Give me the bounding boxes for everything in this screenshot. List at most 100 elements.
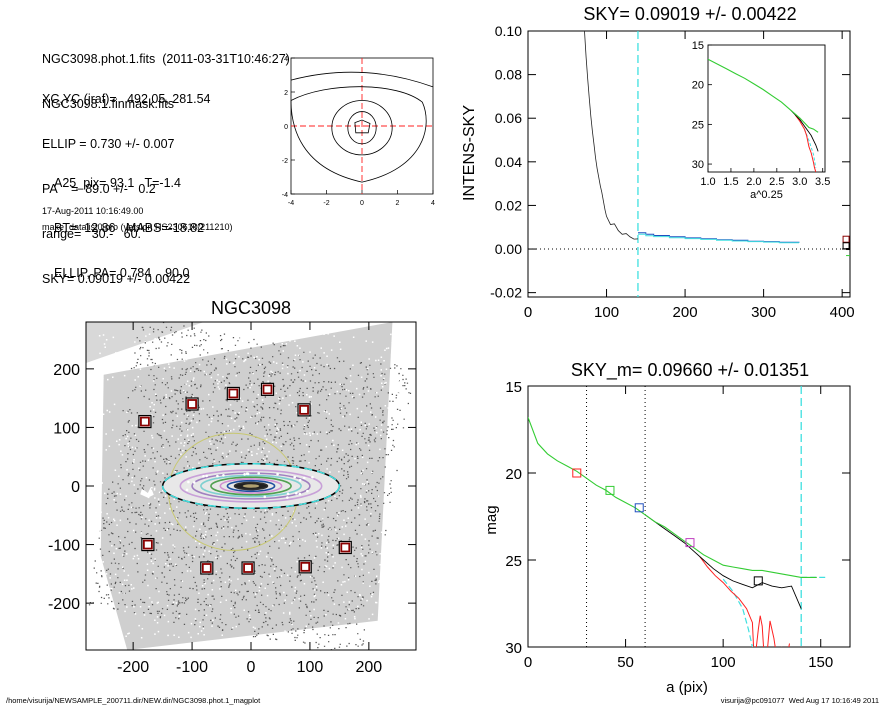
sky-plot-ylabel: INTENS-SKY bbox=[461, 105, 478, 201]
image-galaxy-core bbox=[242, 484, 260, 488]
contour-xtick-label: 0 bbox=[360, 200, 364, 207]
image-xtick-label: 100 bbox=[297, 659, 324, 676]
image-galaxy-ring bbox=[219, 478, 283, 494]
image-sky-box-outer bbox=[260, 382, 275, 396]
image-sky-box-outer bbox=[298, 560, 312, 574]
contour-line-1 bbox=[347, 111, 377, 145]
mag-ytick-label: 30 bbox=[505, 640, 522, 657]
image-sky-box bbox=[201, 563, 212, 573]
image-galaxy-ring bbox=[226, 479, 276, 493]
mag-plot: SKY_m= 0.09660 +/- 0.01351 mag a (pix) 0… bbox=[483, 360, 851, 695]
image-galaxy-speck bbox=[222, 474, 225, 477]
image-sky-box bbox=[243, 563, 253, 573]
image-sky-box bbox=[340, 542, 351, 553]
mag-plot-xlabel: a (pix) bbox=[666, 679, 708, 695]
inset-red-line bbox=[794, 114, 817, 172]
inset-xtick-label: 3.5 bbox=[815, 176, 830, 188]
image-xtick-label: 0 bbox=[247, 659, 256, 676]
image-galaxy-speck bbox=[298, 492, 302, 496]
contour-ytick-label: 2 bbox=[284, 90, 288, 97]
contour-ytick-label: -2 bbox=[282, 158, 288, 165]
image-galaxy-speck bbox=[294, 491, 298, 495]
fit-param-sky: SKY= 0.09019 +/- 0.00422 bbox=[42, 272, 191, 286]
mag-marker bbox=[753, 576, 763, 586]
image-galaxy-speck bbox=[286, 492, 290, 496]
image-galaxy-speck bbox=[187, 480, 190, 484]
image-galaxy-speck bbox=[257, 472, 260, 475]
image-galaxy-speck bbox=[276, 472, 279, 476]
sky-plot: SKY= 0.09019 +/- 0.00422 INTENS-SKY 0 100… bbox=[461, 4, 855, 321]
sky-xtick-label: 200 bbox=[673, 304, 698, 321]
image-noise-white bbox=[97, 333, 406, 639]
image-sky-box-outer bbox=[141, 537, 155, 552]
inset-xtick-label: 1.5 bbox=[723, 176, 738, 188]
file-line: NGC3098.phot.1.fits (2011-03-31T10:46:27… bbox=[42, 52, 290, 66]
sky-frame bbox=[527, 30, 851, 298]
sky-plot-title: SKY= 0.09019 +/- 0.00422 bbox=[583, 4, 796, 24]
contour-line-3 bbox=[290, 86, 427, 183]
image-ytick-label: 200 bbox=[53, 362, 80, 379]
image-sky-box bbox=[299, 404, 309, 415]
image-galaxy-speck bbox=[185, 488, 189, 492]
image-galaxy-speck bbox=[298, 478, 302, 482]
image-sky-box bbox=[262, 384, 273, 395]
image-sky-box-outer bbox=[338, 540, 352, 555]
inset-xtick-label: 2.0 bbox=[746, 176, 761, 188]
sky-ytick-label: -0.02 bbox=[490, 285, 522, 301]
image-galaxy-speck bbox=[311, 475, 314, 479]
derived-param-bt: BT= 12.86 MABS=-18.82 bbox=[54, 221, 205, 235]
inset-ytick-label: 30 bbox=[692, 159, 704, 171]
image-content bbox=[86, 322, 412, 650]
image-galaxy-speck bbox=[245, 472, 249, 476]
sky-outer-blue-line bbox=[638, 232, 800, 243]
image-xtick-label: 200 bbox=[356, 659, 383, 676]
image-galaxy-cyan-ellipse bbox=[161, 462, 341, 510]
sky-ytick-label: 0.02 bbox=[495, 197, 522, 213]
sky-marker bbox=[842, 242, 850, 250]
inset-black-line bbox=[790, 109, 819, 152]
image-sky-box-outer bbox=[241, 561, 255, 575]
sky-outer-cyan-line bbox=[638, 233, 800, 244]
image-galaxy-ring bbox=[210, 476, 292, 496]
image-sky-box bbox=[228, 388, 239, 399]
image-plot-title: NGC3098 bbox=[211, 298, 291, 318]
mag-black-line bbox=[644, 514, 802, 609]
image-galaxy-ring bbox=[191, 472, 311, 500]
mag-marker bbox=[605, 485, 615, 495]
image-ytick-label: -200 bbox=[48, 596, 80, 613]
sky-ytick-label: 0.10 bbox=[495, 23, 522, 39]
sky-xtick-label: 100 bbox=[594, 304, 619, 321]
image-galaxy-speck bbox=[216, 474, 219, 478]
image-sky-box-outer bbox=[200, 561, 214, 575]
contour-ytick-label: 4 bbox=[284, 56, 288, 63]
inset-ytick-label: 15 bbox=[692, 40, 704, 52]
image-sky-box-outer bbox=[138, 414, 152, 429]
contour-plot: -4 -2 0 2 4 4 2 0 -2 -4 bbox=[282, 56, 435, 207]
image-galaxy-speck bbox=[202, 475, 205, 478]
image-galaxy-speck bbox=[205, 474, 208, 478]
inset-frame bbox=[707, 44, 826, 173]
contour-line-outer bbox=[290, 71, 434, 88]
inset-lines bbox=[708, 58, 819, 172]
inset-xtick-label: 1.0 bbox=[700, 176, 715, 188]
image-sky-box bbox=[187, 399, 197, 409]
inset-xtick-label: 3.0 bbox=[792, 176, 807, 188]
footer-user: visurija@pc091077 Wed Aug 17 10:16:49 20… bbox=[720, 696, 879, 705]
image-galaxy-speck bbox=[193, 481, 196, 484]
image-noise bbox=[88, 322, 412, 650]
fit-param-ellip: ELLIP = 0.730 +/- 0.007 bbox=[42, 137, 175, 151]
fit-param-xcyc: XC,YC (iraf)= 492.05, 281.54 bbox=[42, 92, 211, 106]
inset-xtick-label: 2.5 bbox=[769, 176, 784, 188]
fit-params-block: XC,YC (iraf)= 492.05, 281.54 ELLIP = 0.7… bbox=[42, 62, 211, 317]
sky-ytick-label: 0.00 bbox=[495, 241, 522, 257]
mag-ytick-label: 25 bbox=[505, 553, 522, 570]
contour-xtick-label: 4 bbox=[431, 200, 435, 207]
sky-ytick-label: 0.08 bbox=[495, 67, 522, 83]
image-galaxy-speck bbox=[286, 496, 289, 499]
contour-line-core bbox=[354, 119, 371, 134]
mag-ytick-label: 15 bbox=[505, 379, 522, 396]
image-ytick-label: -100 bbox=[48, 538, 80, 555]
image-ytick-label: 100 bbox=[53, 420, 80, 437]
sky-xtick-label: 400 bbox=[830, 304, 855, 321]
contour-xtick-label: 2 bbox=[396, 200, 400, 207]
